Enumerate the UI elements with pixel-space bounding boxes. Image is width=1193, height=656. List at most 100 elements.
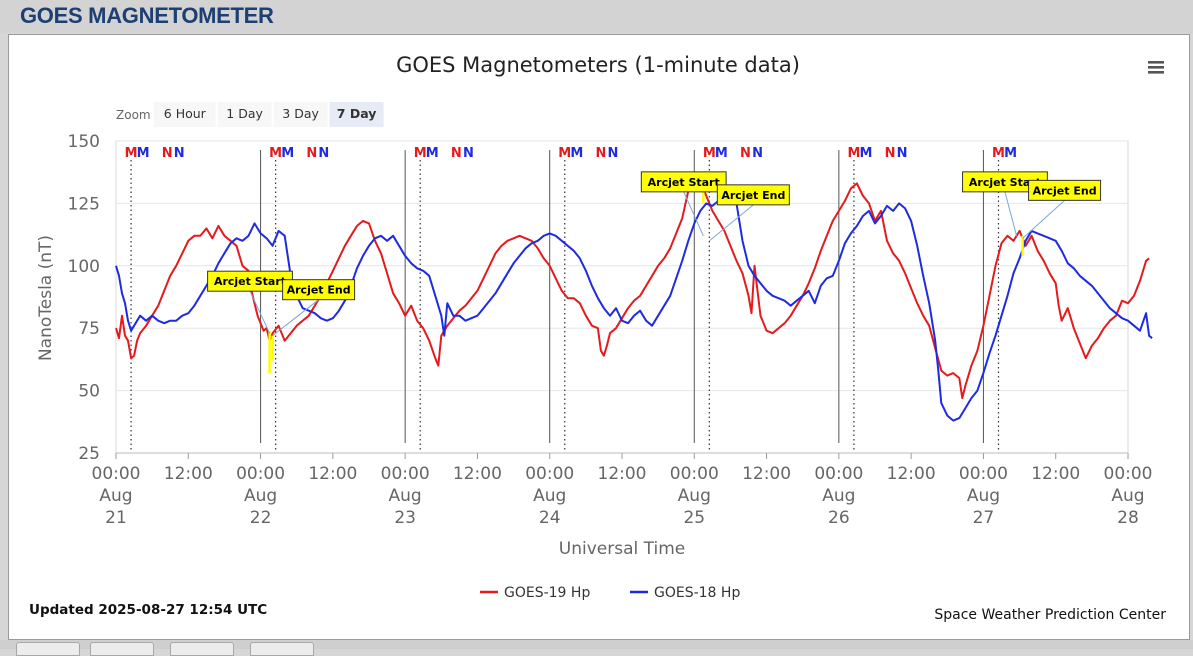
top-marker: N <box>897 146 908 161</box>
top-marker: M <box>426 146 439 161</box>
x-tick-label: Aug <box>533 486 566 506</box>
x-axis-label: Universal Time <box>559 539 685 559</box>
x-tick-label: 12:00 <box>887 464 936 484</box>
zoom-button-6-hour[interactable]: 6 Hour <box>154 102 216 127</box>
x-tick-label: 00:00 <box>236 464 285 484</box>
x-tick-label: Aug <box>244 486 277 506</box>
y-tick-label: 75 <box>78 319 100 339</box>
top-marker: N <box>885 146 896 161</box>
top-marker: N <box>595 146 606 161</box>
zoom-button-label: 6 Hour <box>164 106 207 121</box>
zoom-button-label: 1 Day <box>226 106 263 121</box>
annotation-label: Arcjet Start <box>648 176 720 189</box>
bottom-tab-strip <box>0 640 1193 656</box>
zoom-button-label: 3 Day <box>282 106 319 121</box>
x-tick-label: 22 <box>250 508 272 528</box>
zoom-button-bg <box>154 102 216 127</box>
top-marker: M <box>715 146 728 161</box>
page-title: GOES MAGNETOMETER <box>20 3 274 28</box>
x-tick-label: 12:00 <box>742 464 791 484</box>
top-marker: N <box>318 146 329 161</box>
x-tick-label: 00:00 <box>670 464 719 484</box>
annotation-label: Arcjet End <box>287 284 351 297</box>
annotation-connector <box>683 191 704 237</box>
top-marker: N <box>306 146 317 161</box>
x-tick-label: 12:00 <box>453 464 502 484</box>
top-marker: M <box>269 146 282 161</box>
annotation-connector <box>249 290 271 334</box>
zoom-button-bg <box>329 102 384 127</box>
credit-text: Space Weather Prediction Center <box>934 607 1166 623</box>
annotation-connector <box>1022 199 1065 239</box>
chart-title: GOES Magnetometers (1-minute data) <box>396 53 800 77</box>
page-header: GOES MAGNETOMETER <box>0 0 1193 33</box>
x-tick-label: 23 <box>394 508 416 528</box>
top-marker: N <box>174 146 185 161</box>
top-marker: N <box>740 146 751 161</box>
x-tick-label: 24 <box>539 508 561 528</box>
annotation-label: Arcjet End <box>721 189 785 202</box>
legend-label: GOES-18 Hp <box>654 585 740 601</box>
x-tick-label: 12:00 <box>308 464 357 484</box>
x-tick-label: 00:00 <box>1104 464 1153 484</box>
zoom-button-label: 7 Day <box>337 106 377 121</box>
x-tick-label: Aug <box>967 486 1000 506</box>
bottom-tab[interactable] <box>250 642 314 656</box>
x-tick-label: 21 <box>105 508 127 528</box>
series-layer <box>115 172 1153 422</box>
updated-timestamp: Updated 2025-08-27 12:54 UTC <box>29 602 267 618</box>
zoom-button-bg <box>217 102 272 127</box>
top-marker: N <box>451 146 462 161</box>
x-tick-label: 00:00 <box>814 464 863 484</box>
menu-icon[interactable] <box>1148 61 1164 74</box>
top-marker: M <box>125 146 138 161</box>
zoom-button-bg <box>273 102 328 127</box>
x-tick-label: Aug <box>99 486 132 506</box>
zoom-button-7-day[interactable]: 7 Day <box>329 102 384 127</box>
x-tick-label: 25 <box>683 508 705 528</box>
legend-label: GOES-19 Hp <box>504 585 590 601</box>
top-marker: N <box>752 146 763 161</box>
y-tick-label: 100 <box>68 257 100 277</box>
annotation-box <box>716 184 790 206</box>
top-marker: M <box>859 146 872 161</box>
top-marker: N <box>608 146 619 161</box>
top-marker: M <box>992 146 1005 161</box>
top-marker: M <box>281 146 294 161</box>
y-axis-label: NanoTesla (nT) <box>36 235 56 361</box>
legend: GOES-19 Hp GOES-18 Hp <box>480 585 740 601</box>
bottom-tab[interactable] <box>90 642 154 656</box>
top-marker: M <box>414 146 427 161</box>
zoom-button-1-day[interactable]: 1 Day <box>217 102 272 127</box>
x-tick-label: Aug <box>822 486 855 506</box>
top-marker: M <box>137 146 150 161</box>
y-tick-label: 25 <box>78 444 100 464</box>
annotation-label: Arcjet Start <box>969 176 1041 189</box>
annotation-connector <box>1004 191 1018 236</box>
zoom-button-3-day[interactable]: 3 Day <box>273 102 328 127</box>
annotation-connector <box>272 299 319 337</box>
top-marker: N <box>463 146 474 161</box>
bottom-tab[interactable] <box>170 642 234 656</box>
top-marker: M <box>1004 146 1017 161</box>
x-tick-label: 12:00 <box>1031 464 1080 484</box>
x-tick-label: 00:00 <box>959 464 1008 484</box>
x-tick-label: Aug <box>1111 486 1144 506</box>
y-tick-label: 150 <box>68 132 100 152</box>
zoom-controls: Zoom 6 Hour 1 Day 3 Day 7 Day <box>116 102 384 127</box>
zoom-label: Zoom <box>116 108 151 122</box>
bottom-tab[interactable] <box>16 642 80 656</box>
top-marker: M <box>847 146 860 161</box>
annotation-box <box>282 279 356 301</box>
y-tick-label: 125 <box>68 194 100 214</box>
x-tick-label: 26 <box>828 508 850 528</box>
x-tick-label: 00:00 <box>525 464 574 484</box>
x-tick-label: 00:00 <box>92 464 141 484</box>
top-marker: M <box>558 146 571 161</box>
top-marker: N <box>162 146 173 161</box>
top-marker: M <box>570 146 583 161</box>
